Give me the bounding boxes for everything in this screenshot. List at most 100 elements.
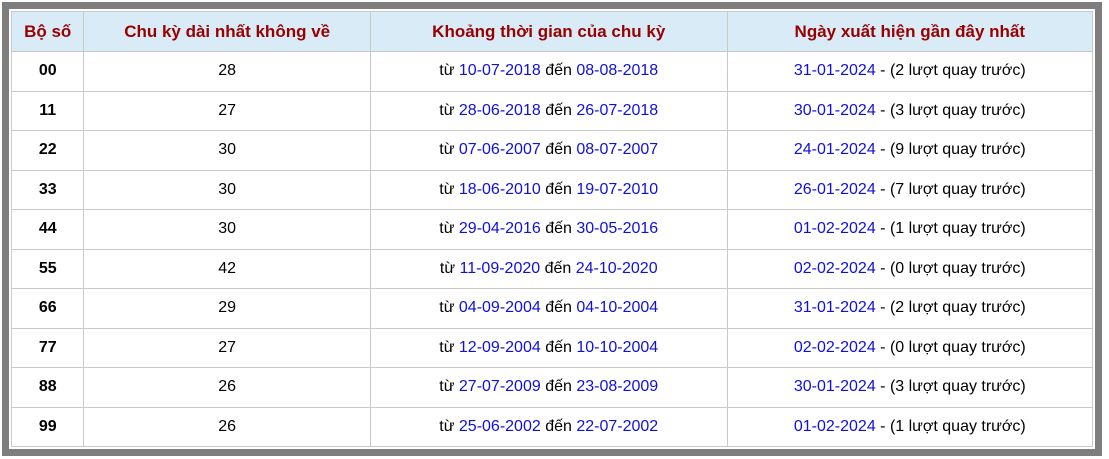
pair-number: 99 <box>10 406 85 447</box>
cycle-period: từ 27-07-2009 đến 23-08-2009 <box>369 367 728 408</box>
to-label: đến <box>545 220 572 238</box>
last-note: - (7 lượt quay trước) <box>880 180 1026 198</box>
table-row: 11 27 từ 28-06-2018 đến 26-07-2018 30-01… <box>10 90 1094 131</box>
last-appearance: 26-01-2024 - (7 lượt quay trước) <box>726 169 1094 210</box>
cycle-period: từ 29-04-2016 đến 30-05-2016 <box>369 209 728 250</box>
last-note: - (1 lượt quay trước) <box>880 417 1026 435</box>
from-date-link[interactable]: 25-06-2002 <box>458 417 541 435</box>
to-date-link[interactable]: 26-07-2018 <box>576 101 659 119</box>
from-label: từ <box>439 141 455 159</box>
last-date-link[interactable]: 30-01-2024 <box>793 378 876 396</box>
last-appearance: 24-01-2024 - (9 lượt quay trước) <box>726 130 1094 171</box>
last-note: - (2 lượt quay trước) <box>880 62 1026 80</box>
last-appearance: 31-01-2024 - (2 lượt quay trước) <box>726 288 1094 329</box>
cycle-length: 30 <box>83 169 371 210</box>
pair-number: 22 <box>10 130 85 171</box>
table-row: 88 26 từ 27-07-2009 đến 23-08-2009 30-01… <box>10 367 1094 408</box>
last-note: - (1 lượt quay trước) <box>880 220 1026 238</box>
pair-number: 55 <box>10 248 85 289</box>
from-label: từ <box>439 299 455 317</box>
to-date-link[interactable]: 19-07-2010 <box>576 180 659 198</box>
from-label: từ <box>439 378 455 396</box>
table-row: 99 26 từ 25-06-2002 đến 22-07-2002 01-02… <box>10 406 1094 447</box>
last-date-link[interactable]: 31-01-2024 <box>793 299 876 317</box>
last-date-link[interactable]: 26-01-2024 <box>793 180 876 198</box>
cycle-period: từ 12-09-2004 đến 10-10-2004 <box>369 327 728 368</box>
cycle-period: từ 18-06-2010 đến 19-07-2010 <box>369 169 728 210</box>
to-label: đến <box>545 141 572 159</box>
to-date-link[interactable]: 24-10-2020 <box>575 259 658 277</box>
cycle-period: từ 04-09-2004 đến 04-10-2004 <box>369 288 728 329</box>
column-header: Bộ số <box>10 11 85 52</box>
from-date-link[interactable]: 29-04-2016 <box>458 220 541 238</box>
from-date-link[interactable]: 04-09-2004 <box>458 299 541 317</box>
to-label: đến <box>545 378 572 396</box>
cycle-length: 27 <box>83 327 371 368</box>
from-date-link[interactable]: 18-06-2010 <box>458 180 541 198</box>
pair-number: 77 <box>10 327 85 368</box>
last-note: - (9 lượt quay trước) <box>880 141 1026 159</box>
to-date-link[interactable]: 10-10-2004 <box>576 338 659 356</box>
to-label: đến <box>545 338 572 356</box>
to-label: đến <box>545 101 572 119</box>
from-date-link[interactable]: 27-07-2009 <box>458 378 541 396</box>
last-appearance: 01-02-2024 - (1 lượt quay trước) <box>726 406 1094 447</box>
last-appearance: 30-01-2024 - (3 lượt quay trước) <box>726 367 1094 408</box>
from-date-link[interactable]: 07-06-2007 <box>458 141 541 159</box>
pair-number: 33 <box>10 169 85 210</box>
cycle-length: 28 <box>83 51 371 92</box>
from-label: từ <box>439 338 455 356</box>
cycle-period: từ 11-09-2020 đến 24-10-2020 <box>369 248 728 289</box>
table-row: 33 30 từ 18-06-2010 đến 19-07-2010 26-01… <box>10 169 1094 210</box>
to-date-link[interactable]: 08-07-2007 <box>576 141 659 159</box>
table-row: 44 30 từ 29-04-2016 đến 30-05-2016 01-02… <box>10 209 1094 250</box>
last-note: - (2 lượt quay trước) <box>880 299 1026 317</box>
from-label: từ <box>439 220 455 238</box>
cycle-period: từ 28-06-2018 đến 26-07-2018 <box>369 90 728 131</box>
to-label: đến <box>545 417 572 435</box>
pair-number: 44 <box>10 209 85 250</box>
table-row: 77 27 từ 12-09-2004 đến 10-10-2004 02-02… <box>10 327 1094 368</box>
from-date-link[interactable]: 28-06-2018 <box>458 101 541 119</box>
last-appearance: 01-02-2024 - (1 lượt quay trước) <box>726 209 1094 250</box>
last-note: - (3 lượt quay trước) <box>880 378 1026 396</box>
last-date-link[interactable]: 30-01-2024 <box>793 101 876 119</box>
from-label: từ <box>439 101 455 119</box>
to-date-link[interactable]: 30-05-2016 <box>576 220 659 238</box>
last-date-link[interactable]: 31-01-2024 <box>793 62 876 80</box>
to-label: đến <box>545 180 572 198</box>
last-note: - (0 lượt quay trước) <box>880 259 1026 277</box>
last-date-link[interactable]: 02-02-2024 <box>793 259 876 277</box>
to-date-link[interactable]: 04-10-2004 <box>576 299 659 317</box>
cycle-length: 26 <box>83 406 371 447</box>
last-date-link[interactable]: 01-02-2024 <box>793 220 876 238</box>
from-label: từ <box>439 417 455 435</box>
column-header: Chu kỳ dài nhất không về <box>83 11 371 52</box>
last-appearance: 30-01-2024 - (3 lượt quay trước) <box>726 90 1094 131</box>
from-date-link[interactable]: 12-09-2004 <box>458 338 541 356</box>
pair-number: 11 <box>10 90 85 131</box>
to-label: đến <box>545 299 572 317</box>
from-label: từ <box>439 180 455 198</box>
cycle-length: 42 <box>83 248 371 289</box>
to-date-link[interactable]: 23-08-2009 <box>576 378 659 396</box>
last-date-link[interactable]: 02-02-2024 <box>793 338 876 356</box>
from-date-link[interactable]: 10-07-2018 <box>458 62 541 80</box>
cycle-length: 30 <box>83 209 371 250</box>
table-row: 55 42 từ 11-09-2020 đến 24-10-2020 02-02… <box>10 248 1094 289</box>
from-date-link[interactable]: 11-09-2020 <box>459 259 541 277</box>
to-date-link[interactable]: 22-07-2002 <box>576 417 659 435</box>
last-note: - (3 lượt quay trước) <box>880 101 1026 119</box>
column-header: Ngày xuất hiện gần đây nhất <box>726 11 1094 52</box>
last-appearance: 02-02-2024 - (0 lượt quay trước) <box>726 327 1094 368</box>
last-date-link[interactable]: 24-01-2024 <box>793 141 876 159</box>
to-date-link[interactable]: 08-08-2018 <box>576 62 659 80</box>
cycle-length: 30 <box>83 130 371 171</box>
cycle-period: từ 07-06-2007 đến 08-07-2007 <box>369 130 728 171</box>
longest-cycle-table: Bộ số Chu kỳ dài nhất không về Khoảng thời… <box>10 11 1094 447</box>
header-row: Bộ số Chu kỳ dài nhất không về Khoảng thời… <box>10 11 1094 52</box>
column-header: Khoảng thời gian của chu kỳ <box>369 11 728 52</box>
to-label: đến <box>545 62 572 80</box>
last-date-link[interactable]: 01-02-2024 <box>793 417 876 435</box>
